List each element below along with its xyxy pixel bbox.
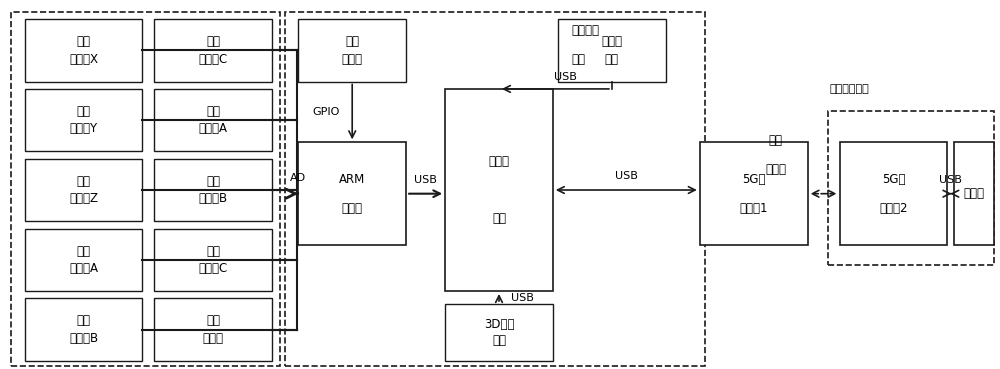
Bar	[25, 159, 142, 221]
Text: USB: USB	[554, 72, 577, 82]
Text: USB: USB	[511, 293, 534, 303]
Text: 3D立体: 3D立体	[484, 318, 514, 331]
Bar	[285, 12, 705, 366]
Text: 远程数据中心: 远程数据中心	[830, 84, 869, 94]
Bar	[445, 89, 553, 291]
Text: 互感器C: 互感器C	[199, 52, 228, 66]
Bar	[954, 142, 994, 245]
Text: 电流: 电流	[77, 245, 91, 258]
Bar	[828, 111, 994, 265]
Text: USB: USB	[615, 171, 638, 181]
Bar	[840, 142, 947, 245]
Text: 5G通: 5G通	[742, 173, 765, 186]
Text: 互联网: 互联网	[765, 163, 786, 176]
Text: ARM: ARM	[339, 173, 365, 186]
Bar	[154, 229, 272, 291]
Text: 互感器A: 互感器A	[69, 262, 98, 275]
Bar	[298, 19, 406, 82]
Text: 振动: 振动	[77, 105, 91, 118]
Bar	[154, 299, 272, 361]
Text: 相机: 相机	[605, 52, 619, 66]
Text: AD: AD	[290, 173, 306, 183]
Text: 变换器B: 变换器B	[199, 192, 228, 205]
Text: 服务器: 服务器	[964, 187, 985, 200]
Text: 振动: 振动	[77, 35, 91, 48]
Text: 处理器: 处理器	[342, 201, 363, 215]
Bar	[298, 142, 406, 245]
Text: 信模块1: 信模块1	[739, 201, 768, 215]
Bar	[154, 89, 272, 151]
Bar	[25, 299, 142, 361]
Bar	[25, 89, 142, 151]
Text: 5G通: 5G通	[882, 173, 905, 186]
Text: USB: USB	[939, 175, 962, 184]
Text: 相机: 相机	[492, 334, 506, 347]
Text: 变换器A: 变换器A	[199, 123, 228, 135]
Bar	[445, 304, 553, 361]
Text: 传感器Y: 传感器Y	[70, 123, 98, 135]
Text: 模块: 模块	[492, 212, 506, 225]
Text: USB: USB	[414, 175, 437, 184]
Text: 电压: 电压	[206, 175, 220, 188]
Text: 电流: 电流	[77, 314, 91, 327]
Text: 传感器: 传感器	[203, 332, 224, 345]
Text: 传感器Z: 传感器Z	[69, 192, 98, 205]
Bar	[25, 19, 142, 82]
Text: 转速: 转速	[345, 35, 359, 48]
Text: 树莓派: 树莓派	[489, 155, 510, 168]
Bar	[25, 229, 142, 291]
Text: 电压: 电压	[206, 245, 220, 258]
Bar	[558, 19, 666, 82]
Text: 变换器C: 变换器C	[199, 262, 228, 275]
Text: 互感器B: 互感器B	[69, 332, 98, 345]
Text: 传感器X: 传感器X	[69, 52, 98, 66]
Text: 电压: 电压	[206, 105, 220, 118]
Text: 红外热: 红外热	[601, 35, 622, 48]
Text: 信模块2: 信模块2	[879, 201, 908, 215]
Text: 振动: 振动	[77, 175, 91, 188]
Bar	[11, 12, 280, 366]
Bar	[154, 19, 272, 82]
Text: 系统: 系统	[572, 53, 586, 66]
Text: 传感器: 传感器	[342, 52, 363, 66]
Text: 声音: 声音	[206, 314, 220, 327]
Text: 电流: 电流	[206, 35, 220, 48]
Bar	[154, 159, 272, 221]
Bar	[700, 142, 808, 245]
Text: 终端感知: 终端感知	[572, 24, 600, 37]
Text: GPIO: GPIO	[313, 107, 340, 117]
Text: 移动: 移动	[769, 134, 783, 147]
